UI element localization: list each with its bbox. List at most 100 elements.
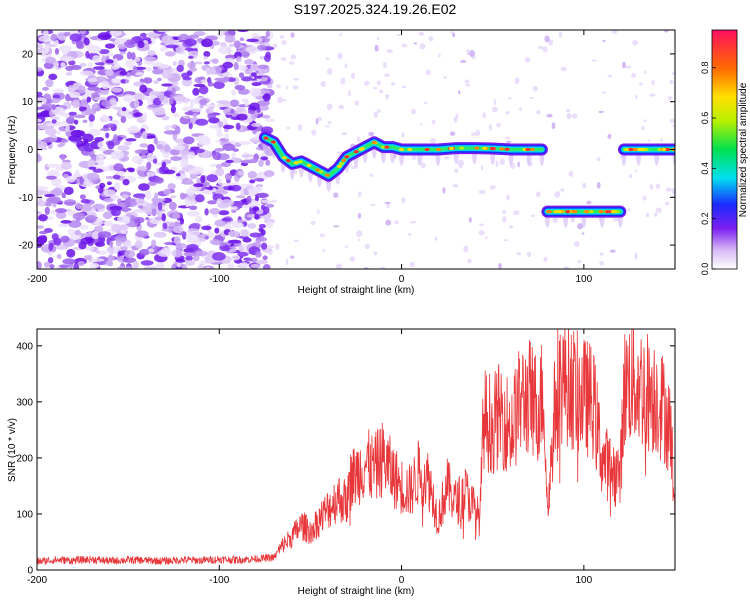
spectrogram-cell (364, 80, 370, 86)
spectrogram-cell (246, 38, 259, 43)
spectrogram-cell (573, 240, 580, 247)
spectrogram-cell (134, 240, 143, 249)
spectrogram-cell (95, 249, 101, 254)
spectrogram-cell (89, 262, 100, 269)
spectrogram-cell (63, 186, 74, 196)
spectrogram-cell (37, 140, 45, 148)
spectrogram-cell (348, 90, 351, 97)
spectrogram-cell (290, 54, 297, 60)
spectrogram-cell (327, 121, 332, 125)
spectrogram-cell (258, 223, 266, 229)
spectrogram-cell (581, 232, 585, 235)
spectrogram-cell (601, 91, 607, 94)
spectrogram-cell (92, 204, 105, 210)
spectrogram-x-ticks: -200 -100 0 100 (27, 30, 593, 285)
spectrogram-cell (47, 257, 54, 264)
spectrogram-cell (157, 202, 163, 211)
spectrogram-cell (311, 129, 317, 136)
spectrogram-cell (339, 33, 342, 37)
spectrogram-cell (88, 114, 95, 122)
spectrogram-cell (591, 59, 597, 62)
spectrogram-hotspot (339, 162, 345, 166)
spectrogram-cell (168, 222, 177, 228)
spectrogram-cell (65, 72, 73, 76)
spectrogram-cell (190, 222, 201, 229)
spectrogram-cell (162, 222, 168, 230)
snr-ytick-label: 300 (16, 397, 33, 408)
spectrogram-cell (163, 130, 176, 135)
spectrogram-cell (612, 217, 620, 222)
spectrogram-hotspot (380, 145, 386, 149)
spectrogram-cell (503, 239, 509, 242)
spectrogram-cell (121, 194, 129, 199)
spectrogram-cell (207, 200, 218, 205)
spectrogram-cell (221, 217, 232, 222)
spectrogram-hotspot (661, 147, 667, 152)
spectrogram-cell (357, 238, 361, 242)
spectrogram-cell (151, 91, 162, 96)
spectrogram-cell (117, 198, 122, 204)
spectrogram-cell (113, 134, 118, 143)
spectrogram-cell (45, 56, 56, 64)
spectrogram-cell (385, 219, 392, 226)
spectrogram-cell (551, 122, 556, 130)
spectrogram-cell (204, 104, 217, 108)
spectrogram-cell (62, 258, 76, 265)
spectrogram-cell (173, 95, 186, 102)
snr-ytick-label: 400 (16, 341, 33, 352)
spectrogram-cell (276, 84, 281, 89)
spectrogram-hotspot (529, 147, 535, 152)
spectrogram-cell (147, 143, 155, 153)
colorbar-tick-label: 0.6 (700, 112, 710, 125)
spectrogram-cell (189, 230, 201, 236)
spectrogram-cell (163, 188, 171, 195)
spectrogram-cell (317, 209, 320, 215)
spectrogram-cell (80, 98, 88, 108)
spectrogram-cell (188, 55, 194, 60)
spectrogram-cell (37, 186, 48, 191)
spectrogram-cell (261, 114, 271, 119)
spectrogram-cell (56, 253, 62, 260)
spectrogram-cell (543, 256, 548, 262)
spectrogram-cell (325, 57, 330, 61)
spectrogram-cell (262, 255, 268, 261)
spectrogram-cell (256, 44, 267, 51)
spectrogram-cell (423, 101, 428, 105)
spectrogram-cell (52, 88, 65, 94)
spectrogram-cell (420, 162, 426, 169)
spectrogram-cell (374, 44, 379, 52)
spectrogram-cell (227, 263, 235, 269)
spectrogram-cell (133, 112, 143, 117)
spectrogram-cell (58, 108, 66, 117)
spectrogram-cell (542, 46, 548, 53)
spectrogram-cell (452, 32, 456, 38)
spectrogram-cell (203, 61, 210, 65)
spectrogram-cell (115, 170, 126, 176)
spectrogram-cell (99, 182, 106, 189)
spectrogram-cell (233, 62, 239, 71)
spectrogram-xtick-label: -100 (209, 274, 229, 285)
spectrogram-cell (45, 202, 52, 207)
spectrogram-cell (185, 255, 193, 262)
spectrogram-cell (192, 113, 198, 118)
spectrogram-cell (161, 83, 173, 87)
spectrogram-cell (272, 43, 278, 48)
spectrogram-cell (171, 87, 176, 96)
spectrogram-cell (148, 248, 155, 253)
spectrogram-cell (94, 62, 105, 66)
spectrogram-cell (191, 166, 204, 175)
spectrogram-cell (153, 192, 159, 202)
spectrogram-cell (602, 39, 606, 43)
spectrogram-cell (122, 178, 130, 186)
spectrogram-cell (55, 208, 67, 214)
spectrogram-cell (401, 43, 408, 48)
spectrogram-hotspot (358, 147, 364, 151)
spectrogram-cell (310, 220, 316, 226)
spectrogram-cell (641, 126, 645, 131)
spectrogram-cell (236, 219, 245, 223)
spectrogram-cell (322, 248, 325, 253)
snr-x-ticks: -200 -100 0 100 (27, 329, 593, 586)
spectrogram-y-label: Frequency (Hz) (7, 116, 18, 185)
spectrogram-cell (187, 61, 196, 69)
spectrogram-cell (80, 233, 93, 238)
